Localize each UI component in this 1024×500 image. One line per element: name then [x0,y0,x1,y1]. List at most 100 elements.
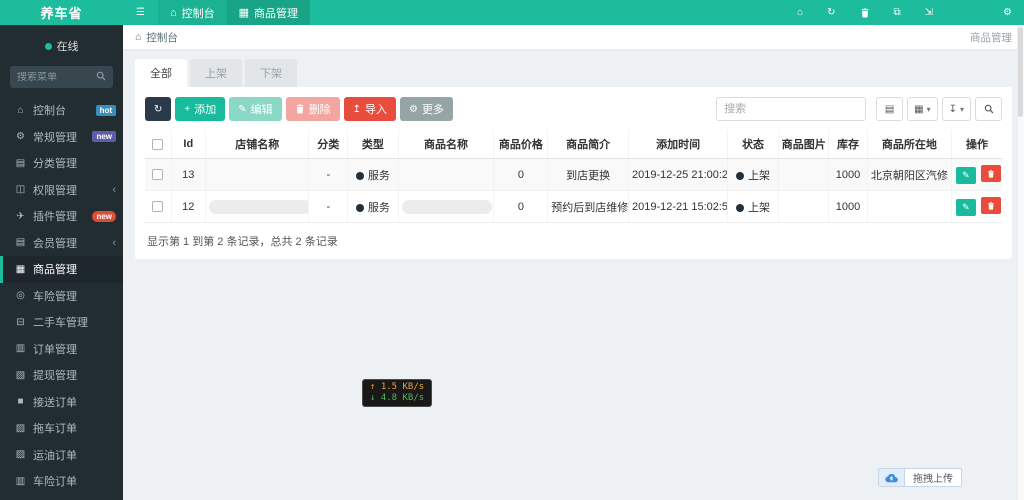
row-delete-button[interactable] [980,165,1001,183]
network-speed-overlay: ↑ 1.5 KB/s ↓ 4.8 KB/s [362,379,433,407]
row-edit-button[interactable]: ✎ [955,198,976,216]
sidebar-item-permission[interactable]: ◫ 权限管理 ‹ [15,183,116,197]
pencil-icon: ✎ [962,201,970,212]
tab-all[interactable]: 全部 [135,59,187,87]
sidebar-item-tow-order[interactable]: ▨ 拖车订单 [15,422,77,436]
table-row: 12 - 服务 0 预约后到店维修 2019-12-21 15:02:54 上架… [145,190,1002,223]
table-search-input[interactable] [716,97,867,121]
cell-image [777,158,829,191]
scrollbar-thumb[interactable] [1018,27,1023,117]
search-icon [984,104,994,114]
col-intro[interactable]: 商品简介 [547,130,629,159]
refresh-button[interactable]: ↻ [145,97,172,121]
table-panel: ↻ +添加 ✎编辑 删除 ↥导入 ⚙更多 ▤ ▦▾ ↧▾ [135,87,1012,259]
sidebar-item-member[interactable]: ▤ 会员管理 ‹ [15,236,116,250]
col-price[interactable]: 商品价格 [493,130,548,159]
more-button[interactable]: ⚙ 更多 [400,97,453,121]
pagination-info: 显示第 1 到第 2 条记录，总共 2 条记录 [147,236,338,248]
col-category[interactable]: 分类 [308,130,348,159]
sidebar-item-category[interactable]: ▤ 分类管理 [15,157,77,171]
sidebar-item-rental[interactable]: ⊟ 租车管理 [0,495,123,500]
members-icon: ▤ [15,237,26,249]
dashboard-icon: ⌂ [135,31,142,43]
dashboard-icon: ⌂ [17,104,24,116]
upload-icon: ↥ [352,103,362,115]
sidebar-item-plugin[interactable]: ✈ 插件管理 new [0,203,123,230]
row-edit-button[interactable]: ✎ [955,166,976,184]
row-checkbox[interactable] [152,201,164,213]
sidebar-toggle-button[interactable]: ☰ [123,0,158,25]
nav-tab-dashboard[interactable]: ⌂ 控制台 [157,0,227,25]
type-dot-icon [355,171,364,180]
delete-button[interactable]: 删除 [285,97,340,121]
sidebar-item-order[interactable]: ▥ 订单管理 [15,343,77,356]
col-type[interactable]: 类型 [347,130,399,159]
cogs-icon[interactable]: ⚙ [1003,7,1012,18]
table-icon: ▤ [884,103,895,115]
cell-status: 上架 [727,158,779,191]
sidebar-item-general[interactable]: ⚙ 常规管理 new [0,124,123,151]
pencil-icon: ✎ [962,169,970,180]
tab-off-sale[interactable]: 下架 [245,59,297,87]
goods-icon: ▦ [238,7,250,19]
cell-category: - [308,190,348,223]
row-checkbox[interactable] [152,169,164,181]
sidebar-search-input[interactable] [17,71,96,83]
col-status[interactable]: 状态 [727,130,779,159]
export-icon: ↧ [948,103,957,115]
sidebar-item-car-insurance[interactable]: ◎ 车险管理 [0,283,123,310]
fullscreen-icon[interactable]: ⇲ [924,7,934,18]
cell-time: 2019-12-21 15:02:54 [628,190,728,223]
trash-icon[interactable] [860,8,870,18]
edit-button[interactable]: ✎ 编辑 [229,97,282,121]
clone-icon[interactable]: ⧉ [893,7,901,18]
export-button[interactable]: ↧ ▾ [941,97,971,121]
col-stock[interactable]: 库存 [828,130,868,159]
sidebar-item-oil-order[interactable]: ▨ 运油订单 [15,449,77,462]
fixed-columns-button[interactable]: ▤ [876,97,904,121]
cell-shop [205,190,309,223]
plugin-icon: ✈ [16,210,25,222]
hamburger-icon: ☰ [136,7,145,18]
home-icon[interactable]: ⌂ [797,7,804,18]
col-image[interactable]: 商品图片 [777,130,829,159]
sidebar-item-used-car[interactable]: ⊟ 二手车管理 [0,309,123,336]
import-button[interactable]: ↥ 导入 [343,97,397,121]
sidebar-item-pickup-order[interactable]: ■ 接送订单 [0,389,123,416]
sidebar-item-dashboard[interactable]: ⌂ 控制台 hot [0,97,123,124]
col-add-time[interactable]: 添加时间 [628,130,728,159]
dashboard-icon: ⌂ [169,6,177,19]
chart-icon: ▨ [15,422,26,434]
hot-badge: hot [95,104,116,116]
cell-type: 服务 [347,158,399,191]
sidebar-item-withdraw[interactable]: ▧ 提现管理 [15,369,77,383]
col-shop-name[interactable]: 店铺名称 [205,130,309,159]
nav-tab-goods[interactable]: ▦ 商品管理 [226,0,311,25]
sidebar-item-goods[interactable]: ▦ 商品管理 [0,256,123,283]
select-all-checkbox[interactable] [152,138,164,150]
refresh-icon[interactable]: ↻ [827,7,836,18]
app-logo[interactable]: 养车省 [40,6,83,21]
search-icon[interactable] [96,68,106,86]
col-goods-name[interactable]: 商品名称 [397,130,494,159]
add-button[interactable]: + 添加 [175,97,226,121]
col-id[interactable]: Id [170,130,206,159]
withdraw-icon: ▧ [15,369,26,381]
breadcrumb-left[interactable]: ⌂ 控制台 [135,31,178,44]
search-toggle-button[interactable] [975,97,1002,121]
tab-on-sale[interactable]: 上架 [190,59,242,87]
table-row: 13 - 服务 0 到店更换 2019-12-25 21:00:24 上架 10… [145,158,1002,191]
content: 全部 上架 下架 ↻ +添加 ✎编辑 删除 ↥导入 ⚙更多 ▤ ▦▾ ↧▾ [123,49,1024,259]
table-header-row: Id 店铺名称 分类 类型 商品名称 商品价格 商品简介 添加时间 状态 商品图… [145,130,1002,159]
sidebar-item-insurance-order[interactable]: ▥ 车险订单 [15,475,77,489]
col-location[interactable]: 商品所在地 [866,130,952,159]
col-actions[interactable]: 操作 [950,130,1002,159]
row-delete-button[interactable] [980,197,1001,215]
caret-down-icon: ▾ [926,104,931,114]
upload-speed: ↑ 1.5 KB/s [370,382,425,392]
redacted-text [209,199,309,214]
goods-table: Id 店铺名称 分类 类型 商品名称 商品价格 商品简介 添加时间 状态 商品图… [145,130,1002,223]
columns-toggle-button[interactable]: ▦ ▾ [907,97,938,121]
drag-upload-button[interactable]: 拖拽上传 [878,468,962,487]
scrollbar-track[interactable] [1017,25,1024,500]
